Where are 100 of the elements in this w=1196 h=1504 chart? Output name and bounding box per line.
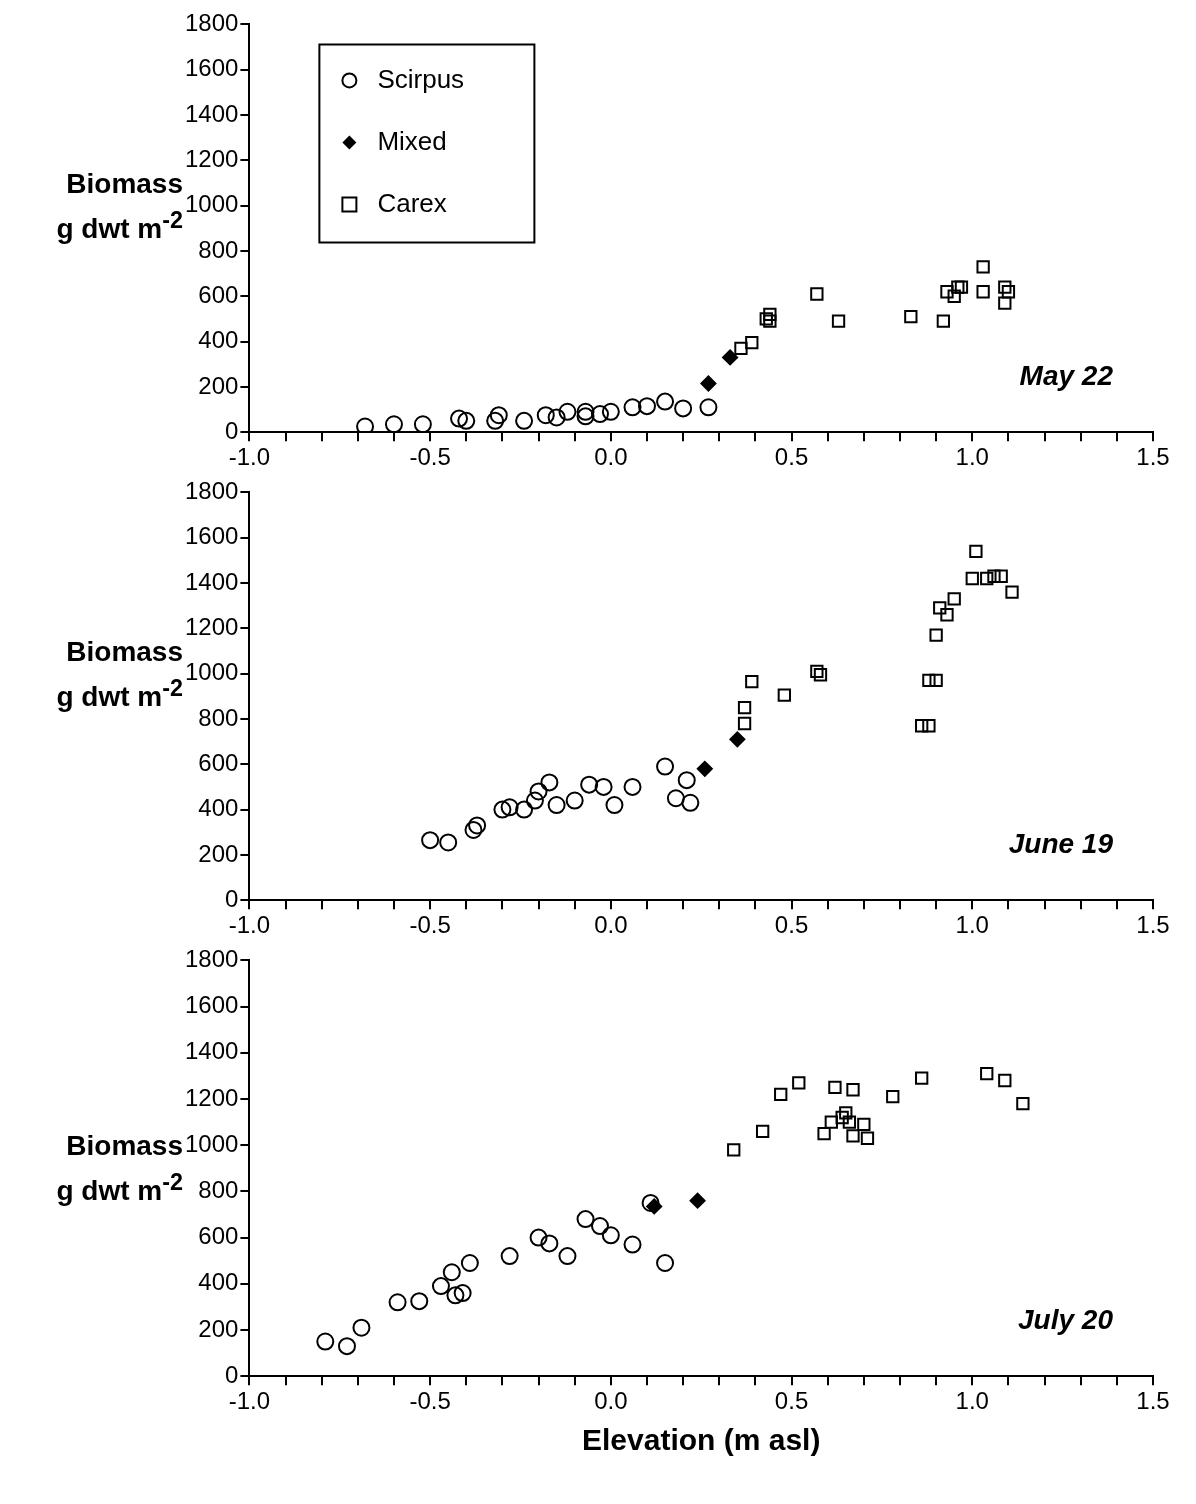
point [722,349,739,366]
y-tick-label: 200 [198,371,239,399]
point [677,771,696,790]
point [576,402,595,421]
point [1016,1096,1030,1111]
point [810,287,824,301]
point [915,1071,929,1085]
annotation: May 22 [1019,359,1114,391]
point [656,392,675,411]
point [623,1235,642,1254]
point [674,399,693,418]
point [316,1332,335,1351]
x-axis-title: Elevation (m asl) [581,1423,821,1457]
point [558,402,577,421]
y-tick-label: 1600 [185,522,239,550]
point [1005,585,1019,599]
point [696,760,713,777]
y-tick-label: 1000 [185,190,239,218]
point [737,716,752,731]
point [980,571,994,586]
y-tick-label: 600 [198,280,239,308]
point [540,1234,559,1253]
x-tick-label: 1.0 [955,911,989,939]
y-tick-label: 1400 [185,567,239,595]
x-tick-label: -1.0 [228,1387,271,1415]
y-tick-label: 400 [198,794,239,822]
point [623,398,642,417]
y-axis-title: Biomass g dwt m$^{-2}$ [55,1128,183,1209]
y-tick-label: 1000 [185,658,239,686]
point [529,1228,548,1247]
point [1001,285,1016,299]
point [464,820,483,839]
y-tick-label: 1800 [185,477,239,505]
y-tick-label: 200 [198,839,239,867]
point [929,628,943,642]
point [737,700,752,715]
point [745,336,759,350]
y-tick-label: 1000 [185,1129,239,1157]
point [857,1117,871,1132]
point [500,1247,519,1266]
point [388,1293,407,1312]
point [929,673,943,688]
y-tick-label: 1800 [185,9,239,37]
point [699,398,718,417]
point [763,307,777,322]
y-tick-label: 1600 [185,54,239,82]
point [922,719,936,733]
point [641,1193,660,1212]
point [700,375,717,392]
x-tick-label: 0.5 [774,443,809,471]
point [439,833,458,852]
point [442,1263,461,1282]
point [951,280,965,294]
point [460,1254,479,1273]
point [824,1115,838,1129]
point [486,411,505,430]
point [904,310,918,324]
point [594,777,613,796]
point [839,1106,853,1120]
x-tick-label: 0.0 [594,911,628,939]
x-tick-label: 1.5 [1136,443,1170,471]
point [590,1217,609,1236]
point [947,592,961,606]
y-tick-label: 800 [198,235,239,263]
point [431,1277,450,1296]
y-tick-label: 400 [198,1268,239,1296]
point [933,601,947,615]
point [915,719,929,733]
x-tick-label: 1.5 [1136,911,1170,939]
point [601,1226,620,1245]
point [547,408,566,427]
y-tick-label: 0 [225,416,239,444]
point [846,1083,860,1097]
y-tick-label: 600 [198,748,239,776]
x-tick-label: 1.0 [955,1387,989,1415]
y-tick-label: 600 [198,1222,239,1250]
point [605,796,624,815]
legend-label: Carex [377,187,447,218]
point [457,411,476,430]
x-tick-label: 0.0 [594,1387,628,1415]
y-tick-label: 800 [198,703,239,731]
x-tick-label: 0.5 [774,1387,809,1415]
point [987,569,1001,583]
x-tick-label: -1.0 [228,443,271,471]
point [493,800,512,819]
y-tick-label: 200 [198,1314,239,1342]
point [601,402,620,421]
point [446,1286,465,1305]
point [590,405,609,424]
point [540,773,559,792]
point [998,1073,1012,1088]
point [681,793,700,812]
point [940,608,954,622]
point [384,415,403,433]
legend-label: Scirpus [377,63,465,94]
point [969,544,983,558]
y-tick-label: 800 [198,1176,239,1204]
point [727,1143,741,1157]
point [468,816,487,835]
point [689,1192,706,1209]
